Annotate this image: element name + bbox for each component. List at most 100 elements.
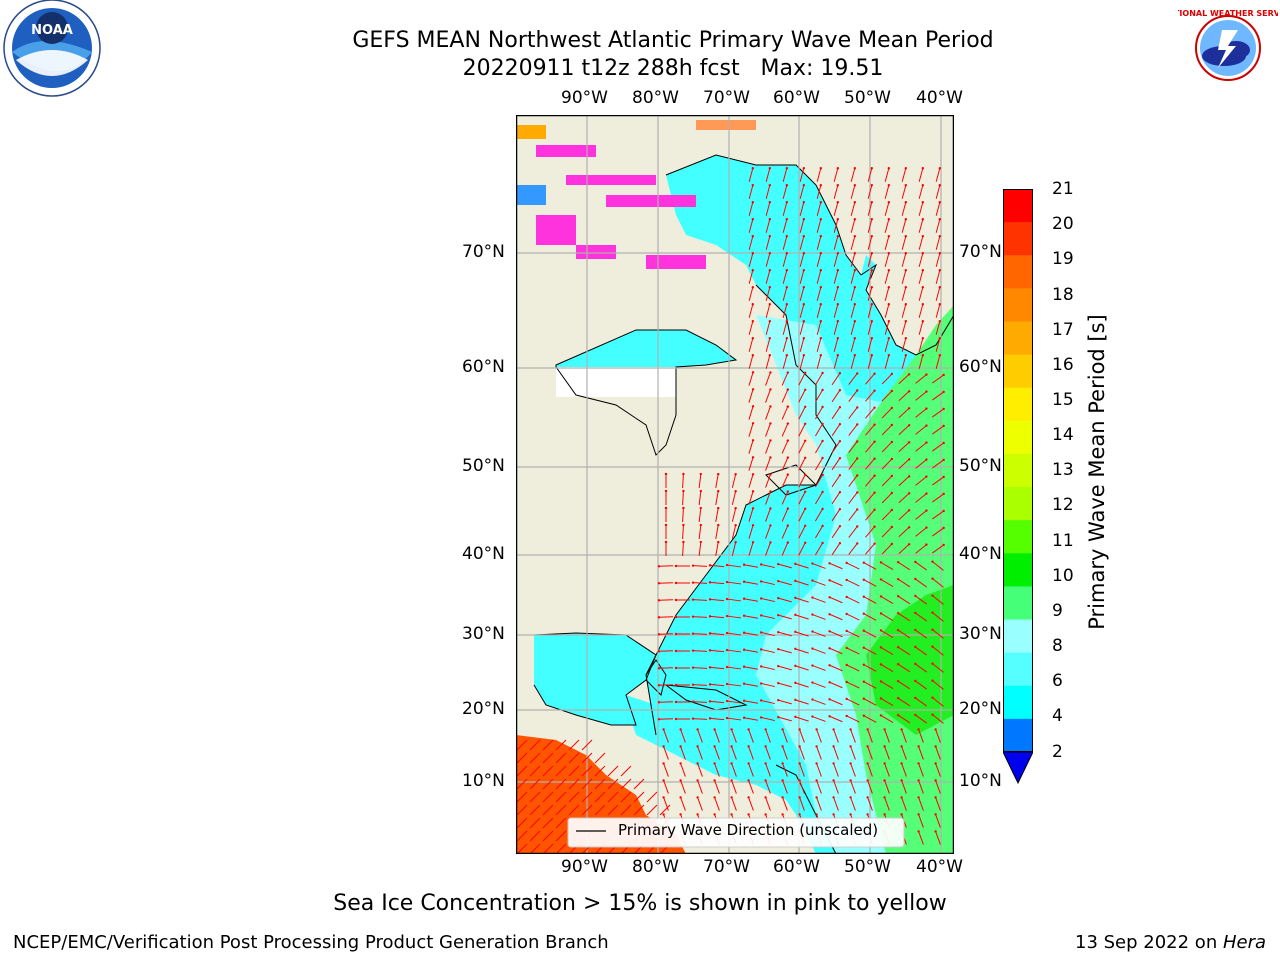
wave-arrow-head: [921, 303, 925, 306]
wave-arrow-head: [730, 779, 733, 782]
wave-arrow-head: [679, 728, 682, 731]
wave-arrow-head: [821, 371, 824, 375]
wave-arrow-head: [708, 598, 712, 601]
wave-arrow: [848, 390, 858, 402]
wave-arrow: [765, 321, 771, 335]
wave-arrow-head: [768, 201, 772, 204]
wave-arrow-head: [873, 372, 876, 375]
wave-arrow-head: [679, 796, 682, 799]
wave-arrow-head: [786, 422, 790, 425]
wave-arrow-head: [862, 646, 866, 649]
wave-arrow: [863, 681, 877, 689]
lat-label-right-10n: 10°N: [959, 771, 1002, 791]
cb-tick-2: 2: [1052, 742, 1063, 762]
wave-arrow-head: [802, 286, 806, 289]
wave-arrow-head: [811, 613, 814, 616]
wave-arrow-head: [828, 562, 831, 565]
wave-arrow-head: [794, 630, 797, 634]
wave-arrow-head: [691, 649, 695, 652]
wave-arrow: [932, 442, 944, 452]
wave-arrow: [748, 219, 754, 233]
wave-arrow: [898, 390, 910, 402]
wave-arrow: [744, 581, 758, 585]
wave-arrow: [765, 236, 771, 250]
wave-arrow: [867, 355, 873, 369]
wave-arrow-head: [838, 473, 842, 477]
wave-arrow: [918, 763, 924, 777]
wave-arrow-head: [781, 745, 784, 748]
wave-arrow-head: [938, 184, 942, 187]
wave-arrow-head: [873, 406, 876, 409]
wave-arrow-head: [942, 373, 945, 377]
wave-arrow: [833, 287, 839, 301]
wave-arrow: [778, 682, 792, 688]
wave-arrow: [816, 797, 822, 811]
wave-arrow-head: [870, 184, 874, 187]
wave-arrow-head: [769, 405, 772, 408]
wave-arrow-head: [821, 439, 824, 443]
wave-arrow: [915, 408, 927, 418]
wave-arrow: [865, 390, 875, 402]
wave-arrow-head: [921, 269, 925, 272]
lat-label-left-30n: 30°N: [462, 624, 505, 644]
wave-arrow: [692, 582, 708, 584]
wave-arrow-head: [751, 371, 755, 374]
wave-arrow-head: [751, 422, 755, 425]
wave-arrow: [884, 304, 890, 318]
wave-arrow-head: [699, 506, 703, 510]
wave-arrow-head: [838, 524, 842, 528]
wave-arrow: [918, 304, 924, 318]
wave-arrow-head: [845, 646, 848, 650]
wave-arrow: [731, 763, 737, 777]
wave-arrow: [698, 507, 702, 523]
wave-arrow: [748, 168, 754, 182]
wave-arrow: [850, 236, 856, 250]
wave-arrow: [815, 491, 823, 505]
wave-arrow: [782, 355, 788, 369]
wave-arrow: [798, 389, 806, 403]
wave-arrow: [833, 236, 839, 250]
wave-arrow-head: [751, 320, 755, 323]
lon-label-bottom-70w: 70°W: [703, 857, 750, 877]
wave-arrow: [812, 716, 826, 722]
wave-arrow: [881, 509, 893, 521]
wave-arrow-head: [742, 665, 746, 668]
wave-arrow-head: [896, 560, 900, 564]
legend-label: Primary Wave Direction (unscaled): [618, 821, 879, 839]
wave-arrow: [542, 752, 554, 764]
wave-arrow: [748, 270, 754, 284]
wave-arrow: [731, 797, 737, 811]
wave-arrow: [692, 616, 708, 618]
wave-arrow: [816, 780, 822, 794]
wave-arrow: [663, 729, 669, 743]
wave-arrow: [831, 423, 841, 437]
wave-arrow-head: [802, 320, 806, 323]
wave-arrow: [915, 476, 927, 486]
wave-arrow-head: [836, 235, 840, 238]
wave-arrow: [765, 219, 771, 233]
wave-arrow: [846, 630, 860, 638]
map-panel: Primary Wave Direction (unscaled): [515, 114, 955, 855]
wave-arrow: [935, 814, 941, 828]
wave-arrow: [633, 791, 645, 803]
wave-arrow-head: [914, 645, 917, 649]
wave-arrow: [831, 508, 841, 522]
wave-arrow-head: [802, 269, 806, 272]
wave-arrow-head: [708, 717, 712, 720]
wave-arrow: [848, 526, 858, 538]
wave-arrow: [542, 739, 554, 751]
wave-arrow-head: [764, 762, 767, 765]
wave-arrow-head: [725, 716, 729, 720]
wave-arrow-head: [811, 715, 814, 718]
cb-tick-9: 9: [1052, 601, 1063, 621]
wave-arrow-head: [781, 779, 784, 782]
wave-arrow: [658, 718, 674, 720]
lon-label-top-90w: 90°W: [561, 88, 608, 108]
wave-arrow-head: [907, 441, 911, 444]
wave-arrow: [620, 765, 632, 777]
wave-arrow-head: [914, 611, 917, 615]
wave-arrow-head: [751, 167, 755, 170]
wave-arrow: [898, 492, 910, 504]
wave-arrow: [748, 797, 754, 811]
wave-arrow: [829, 579, 843, 587]
